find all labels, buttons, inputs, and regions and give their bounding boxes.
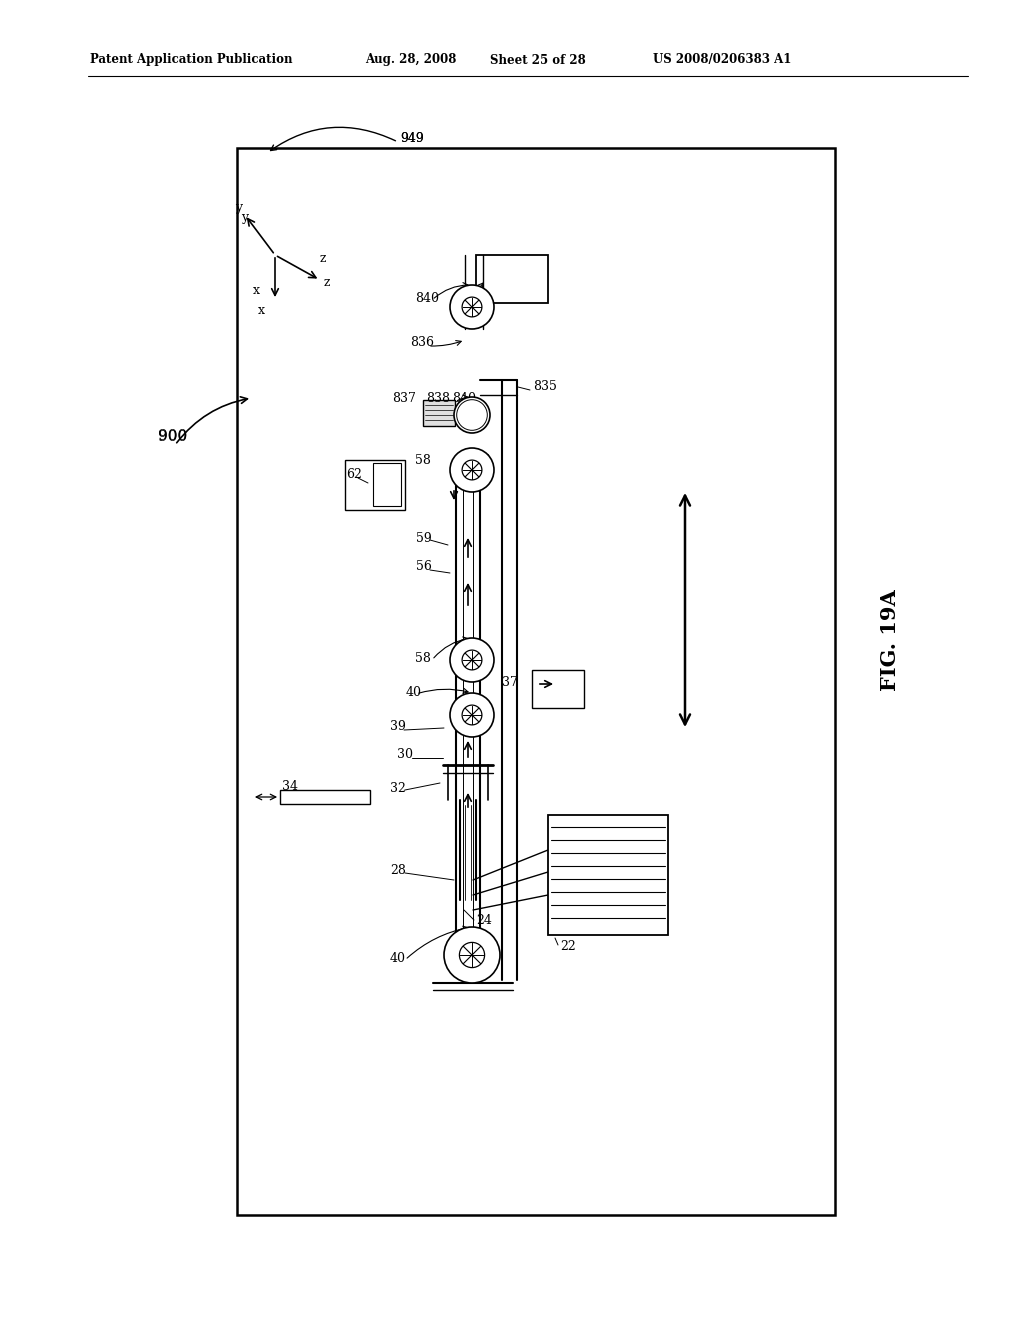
- Text: 56: 56: [416, 561, 432, 573]
- Text: Sheet 25 of 28: Sheet 25 of 28: [490, 54, 586, 66]
- Circle shape: [462, 651, 482, 671]
- Text: 40: 40: [390, 952, 406, 965]
- Circle shape: [460, 942, 484, 968]
- Bar: [280, 789, 370, 804]
- Bar: [548, 814, 668, 935]
- Text: x: x: [257, 304, 264, 317]
- Circle shape: [457, 400, 487, 430]
- Circle shape: [450, 693, 494, 737]
- Text: 32: 32: [390, 781, 406, 795]
- Circle shape: [450, 638, 494, 682]
- Text: 30: 30: [397, 748, 413, 762]
- Text: Aug. 28, 2008: Aug. 28, 2008: [365, 54, 457, 66]
- Text: y: y: [242, 211, 249, 224]
- Circle shape: [450, 285, 494, 329]
- Text: z: z: [324, 276, 331, 289]
- Text: z: z: [319, 252, 327, 264]
- Text: y: y: [236, 201, 243, 214]
- Bar: [423, 400, 455, 426]
- Text: 64: 64: [475, 454, 490, 466]
- Bar: [476, 255, 548, 304]
- Text: 840: 840: [452, 392, 476, 404]
- Text: FIG. 19A: FIG. 19A: [880, 589, 900, 690]
- Circle shape: [462, 705, 482, 725]
- Text: 37: 37: [502, 676, 518, 689]
- Text: 839: 839: [468, 312, 492, 325]
- Text: 39: 39: [390, 721, 406, 734]
- Text: 22: 22: [560, 940, 575, 953]
- Text: 62: 62: [346, 469, 361, 482]
- Text: 949: 949: [400, 132, 424, 144]
- Text: 949: 949: [400, 132, 424, 144]
- Text: 58: 58: [415, 454, 431, 466]
- Text: US 2008/0206383 A1: US 2008/0206383 A1: [653, 54, 792, 66]
- Text: 28: 28: [390, 863, 406, 876]
- Text: Patent Application Publication: Patent Application Publication: [90, 54, 293, 66]
- Text: 900: 900: [158, 429, 187, 444]
- Text: 38: 38: [473, 652, 489, 664]
- Text: 59: 59: [416, 532, 432, 544]
- Text: 840: 840: [415, 292, 439, 305]
- Text: 24: 24: [476, 913, 492, 927]
- Circle shape: [444, 927, 500, 983]
- Bar: [237, 148, 835, 1214]
- Bar: [532, 671, 584, 708]
- Circle shape: [462, 297, 482, 317]
- Text: 835: 835: [534, 380, 557, 393]
- Text: 900: 900: [158, 430, 187, 444]
- Bar: [345, 459, 406, 510]
- Bar: [373, 463, 401, 506]
- Text: 40: 40: [406, 685, 422, 698]
- Text: 34: 34: [282, 780, 298, 793]
- Text: 836: 836: [410, 335, 434, 348]
- Circle shape: [462, 461, 482, 480]
- Text: 838: 838: [426, 392, 450, 404]
- Text: 837: 837: [392, 392, 416, 404]
- Circle shape: [450, 447, 494, 492]
- Text: 36: 36: [450, 936, 466, 949]
- Circle shape: [454, 397, 490, 433]
- Text: 58: 58: [415, 652, 431, 664]
- Text: x: x: [253, 284, 259, 297]
